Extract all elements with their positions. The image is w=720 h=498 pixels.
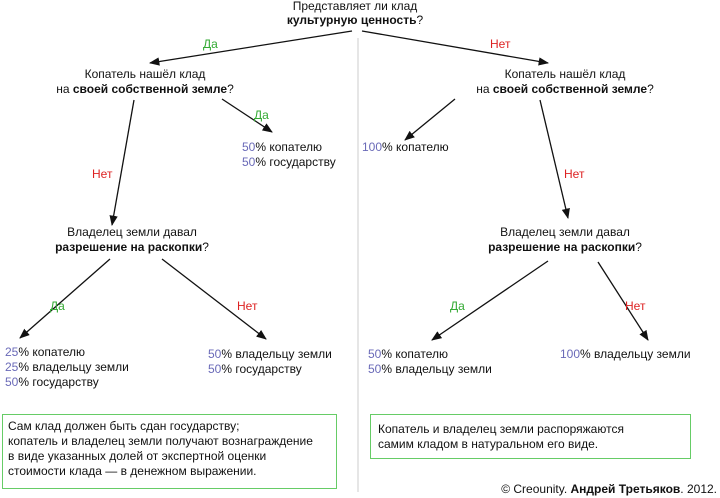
- node-line2: разрешение на раскопки?: [488, 240, 642, 254]
- share: 100% владельцу земли: [560, 347, 691, 361]
- share-value: 50: [368, 347, 382, 361]
- share-value: 25: [5, 345, 19, 359]
- footer-copy: © Creounity.: [501, 482, 570, 496]
- share-value: 50: [208, 347, 222, 361]
- node-bold: своей собственной земле: [493, 82, 648, 96]
- edge-label: Да: [450, 299, 465, 313]
- footer-author: Андрей Третьяков: [571, 482, 681, 496]
- arrow: [161, 258, 267, 340]
- edge-label: Нет: [237, 299, 258, 313]
- share: 50% государству: [5, 375, 99, 389]
- share: 50% копателю: [242, 140, 322, 154]
- note-box: [370, 414, 691, 459]
- share-value: 100: [560, 347, 580, 361]
- edge-label: Да: [254, 108, 269, 122]
- share-text: % владельцу земли: [381, 362, 492, 376]
- edge-label: Да: [50, 299, 65, 313]
- note-line: Копатель и владелец земли распоряжаются: [378, 422, 624, 436]
- share-value: 50: [5, 375, 19, 389]
- node-line1: Копатель нашёл клад: [505, 67, 626, 81]
- share-text: % копателю: [18, 345, 85, 359]
- node-bold: разрешение на раскопки: [55, 240, 202, 254]
- share: 100% копателю: [362, 140, 449, 154]
- share: 50% владельцу земли: [368, 362, 492, 376]
- footer: © Creounity. Андрей Третьяков. 2012.: [501, 482, 717, 496]
- node-line2: на своей собственной земле?: [56, 82, 234, 96]
- node-prefix: на: [476, 82, 493, 96]
- edge-label: Нет: [564, 167, 585, 181]
- share-text: % владельцу земли: [580, 347, 691, 361]
- node-tail: ?: [635, 240, 642, 254]
- footer-year: . 2012.: [680, 482, 717, 496]
- share: 50% государству: [242, 155, 336, 169]
- share: 50% государству: [208, 362, 302, 376]
- share-text: % копателю: [381, 347, 448, 361]
- share: 25% копателю: [5, 345, 85, 359]
- root-bold: культурную ценность: [287, 13, 417, 27]
- node-line1: Владелец земли давал: [500, 225, 630, 239]
- node-line2: разрешение на раскопки?: [55, 240, 209, 254]
- share-text: % копателю: [382, 140, 449, 154]
- arrow: [597, 261, 649, 341]
- node-line1: Копатель нашёл клад: [85, 67, 206, 81]
- edge-label: Нет: [490, 37, 511, 51]
- share: 50% копателю: [368, 347, 448, 361]
- share-value: 50: [242, 155, 256, 169]
- edge-label: Нет: [92, 167, 113, 181]
- arrow: [109, 99, 135, 227]
- share-text: % государству: [221, 362, 301, 376]
- note-line: копатель и владелец земли получают возна…: [8, 434, 313, 448]
- root-tail: ?: [416, 13, 423, 27]
- node-tail: ?: [202, 240, 209, 254]
- arrow: [148, 30, 353, 66]
- share-value: 50: [242, 140, 256, 154]
- node-tail: ?: [647, 82, 654, 96]
- share: 25% владельцу земли: [5, 360, 129, 374]
- share-text: % владельцу земли: [221, 347, 332, 361]
- node-bold: своей собственной земле: [73, 82, 228, 96]
- node-line2: на своей собственной земле?: [476, 82, 654, 96]
- edge-label: Нет: [625, 299, 646, 313]
- note-line: Сам клад должен быть сдан государству;: [8, 419, 239, 433]
- share-value: 50: [368, 362, 382, 376]
- arrow: [404, 98, 456, 141]
- edge-label: Да: [203, 37, 218, 51]
- node-bold: разрешение на раскопки: [488, 240, 635, 254]
- arrow: [361, 30, 550, 66]
- root-line1: Представляет ли клад: [293, 0, 418, 13]
- arrow: [221, 98, 273, 133]
- arrow: [19, 258, 111, 339]
- note-line: в виде указанных долей от экспертной оце…: [8, 449, 266, 463]
- share: 50% владельцу земли: [208, 347, 332, 361]
- arrow: [539, 99, 570, 220]
- note-line: стоимости клада — в денежном выражении.: [8, 464, 256, 478]
- arrow: [431, 260, 549, 341]
- share-text: % государству: [18, 375, 98, 389]
- share-text: % государству: [255, 155, 335, 169]
- share-value: 50: [208, 362, 222, 376]
- share-text: % владельцу земли: [18, 360, 129, 374]
- share-value: 100: [362, 140, 382, 154]
- root-line2: культурную ценность?: [287, 13, 424, 27]
- note-line: самим кладом в натуральном его виде.: [378, 437, 598, 451]
- share-value: 25: [5, 360, 19, 374]
- node-line1: Владелец земли давал: [67, 225, 197, 239]
- node-tail: ?: [227, 82, 234, 96]
- node-prefix: на: [56, 82, 73, 96]
- note-box: [2, 414, 337, 489]
- share-text: % копателю: [255, 140, 322, 154]
